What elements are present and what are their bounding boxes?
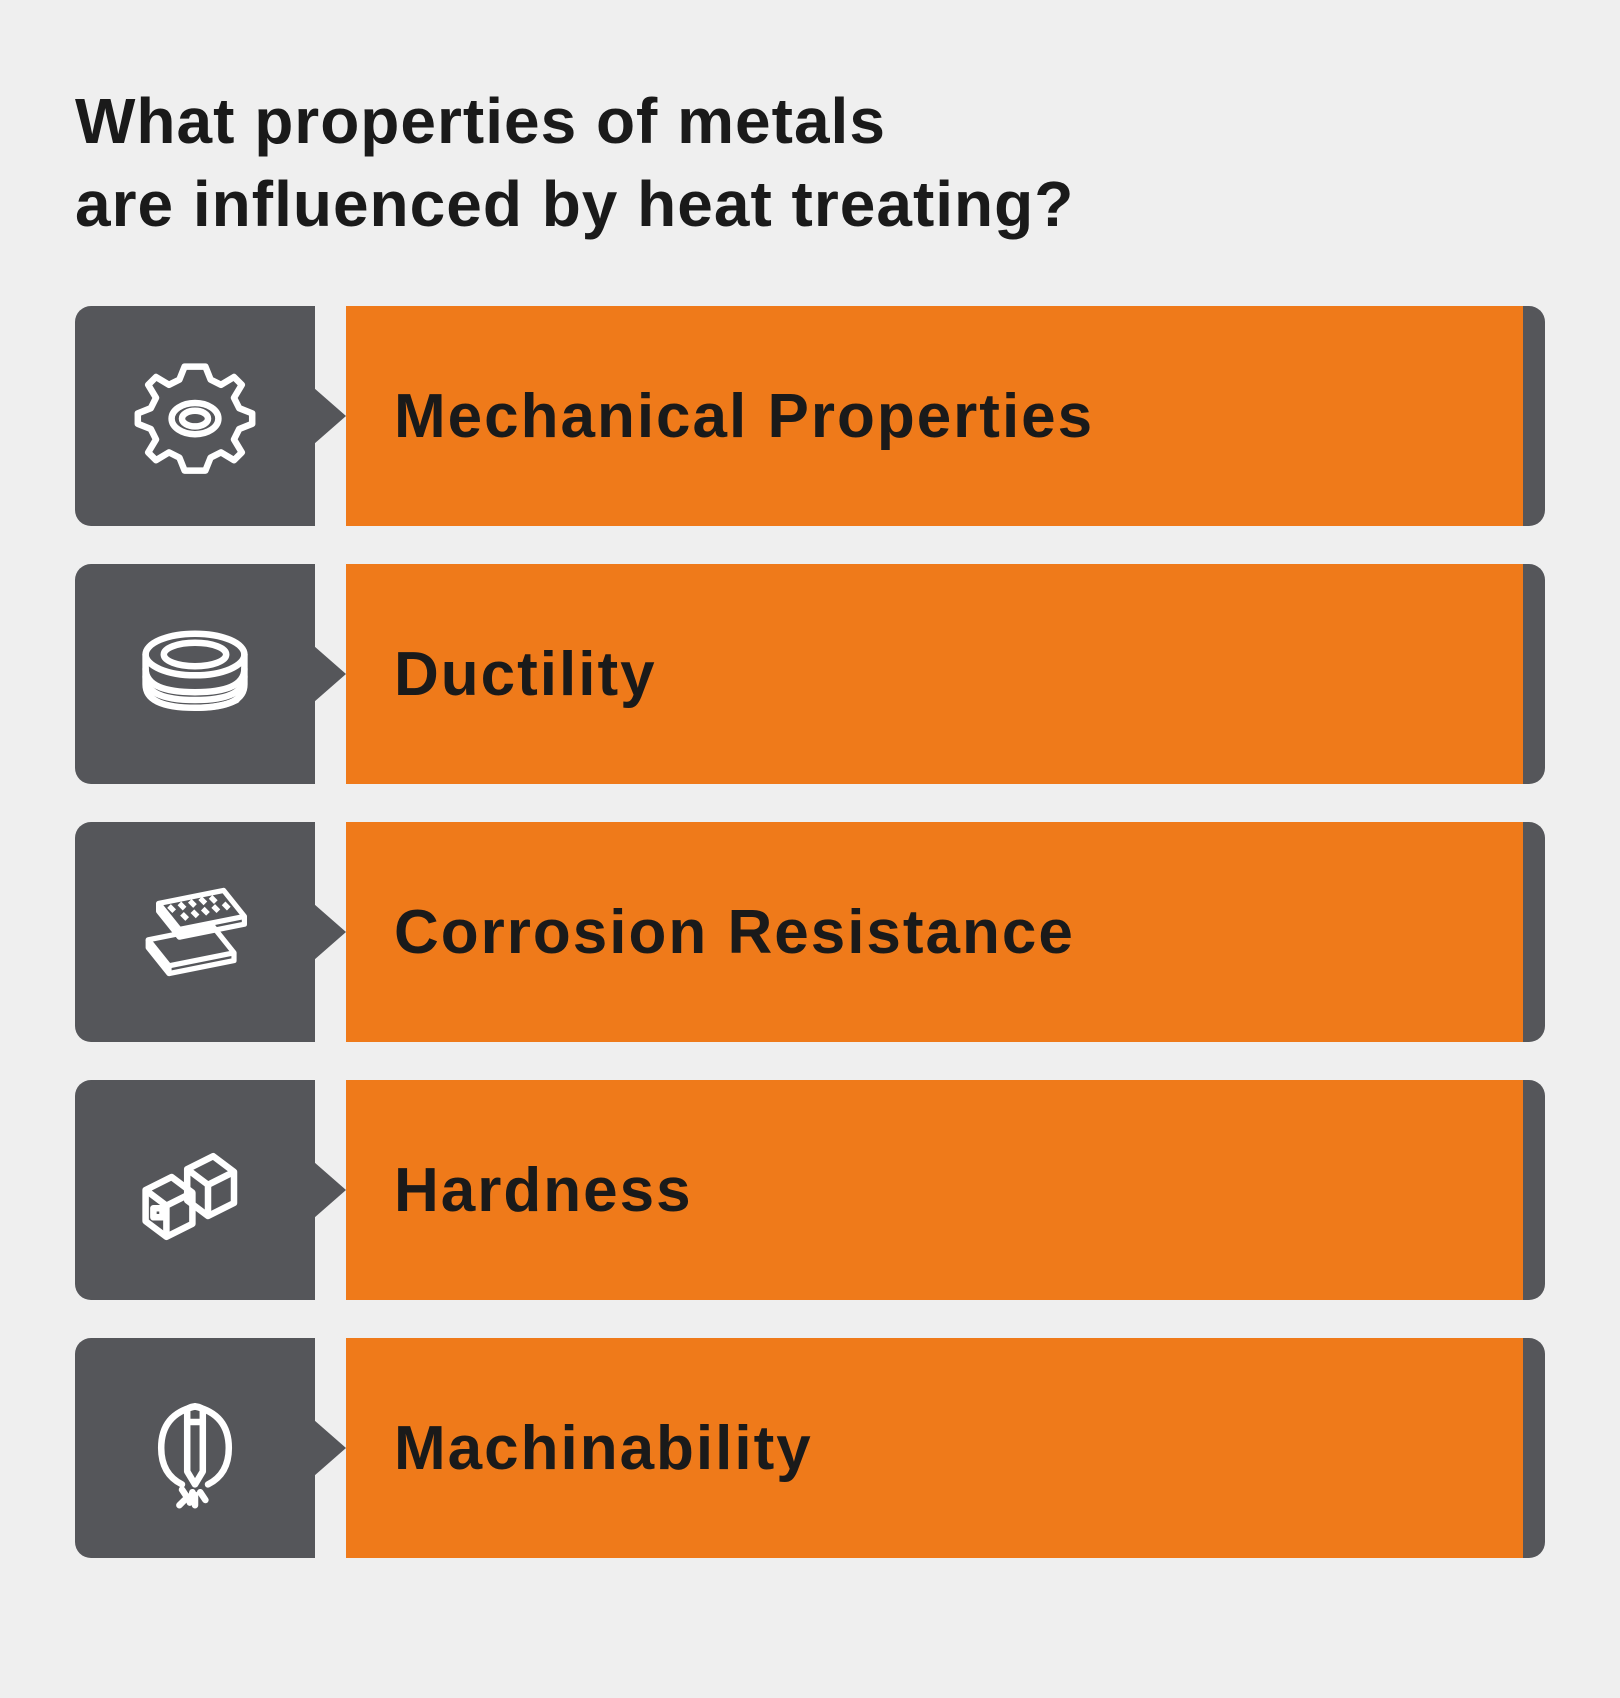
label-box: Ductility bbox=[346, 564, 1523, 784]
item-label: Corrosion Resistance bbox=[394, 897, 1075, 968]
arrow-icon bbox=[314, 904, 346, 960]
end-cap bbox=[1523, 822, 1545, 1042]
icon-box bbox=[75, 1338, 315, 1558]
properties-list: Mechanical Properties Ductility bbox=[75, 306, 1545, 1558]
page-title: What properties of metals are influenced… bbox=[75, 80, 1545, 246]
sheets-icon bbox=[130, 867, 260, 997]
end-cap bbox=[1523, 306, 1545, 526]
list-item: Hardness bbox=[75, 1080, 1545, 1300]
label-box: Corrosion Resistance bbox=[346, 822, 1523, 1042]
icon-box bbox=[75, 564, 315, 784]
arrow-icon bbox=[314, 1420, 346, 1476]
item-label: Ductility bbox=[394, 639, 657, 710]
label-box: Mechanical Properties bbox=[346, 306, 1523, 526]
gear-icon bbox=[130, 351, 260, 481]
list-item: Ductility bbox=[75, 564, 1545, 784]
title-line-2: are influenced by heat treating? bbox=[75, 168, 1074, 240]
icon-box bbox=[75, 1080, 315, 1300]
list-item: Machinability bbox=[75, 1338, 1545, 1558]
item-label: Machinability bbox=[394, 1413, 813, 1484]
coil-icon bbox=[130, 609, 260, 739]
arrow-icon bbox=[314, 1162, 346, 1218]
item-label: Hardness bbox=[394, 1155, 693, 1226]
arrow-icon bbox=[314, 646, 346, 702]
end-cap bbox=[1523, 564, 1545, 784]
icon-box bbox=[75, 306, 315, 526]
item-label: Mechanical Properties bbox=[394, 381, 1094, 452]
label-box: Machinability bbox=[346, 1338, 1523, 1558]
title-line-1: What properties of metals bbox=[75, 85, 886, 157]
end-cap bbox=[1523, 1080, 1545, 1300]
list-item: Corrosion Resistance bbox=[75, 822, 1545, 1042]
end-cap bbox=[1523, 1338, 1545, 1558]
icon-box bbox=[75, 822, 315, 1042]
arrow-icon bbox=[314, 388, 346, 444]
label-box: Hardness bbox=[346, 1080, 1523, 1300]
list-item: Mechanical Properties bbox=[75, 306, 1545, 526]
cutter-icon bbox=[130, 1383, 260, 1513]
bars-icon bbox=[130, 1125, 260, 1255]
